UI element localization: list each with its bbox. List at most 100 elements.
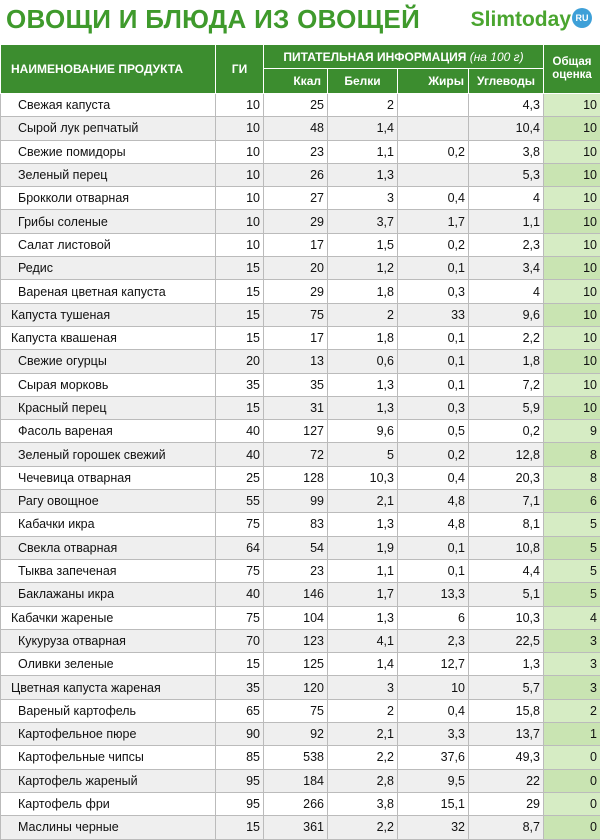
cell-fat: 0,3: [398, 396, 469, 419]
cell-kcal: 17: [264, 233, 328, 256]
cell-kcal: 184: [264, 769, 328, 792]
cell-gi: 95: [216, 792, 264, 815]
cell-fat: 0,1: [398, 373, 469, 396]
cell-protein: 1,3: [328, 373, 398, 396]
nutrition-label: ПИТАТЕЛЬНАЯ ИНФОРМАЦИЯ: [283, 50, 466, 64]
cell-kcal: 538: [264, 746, 328, 769]
cell-protein: 1,3: [328, 396, 398, 419]
cell-score: 5: [544, 559, 600, 582]
cell-gi: 10: [216, 233, 264, 256]
cell-carbs: 0,2: [469, 420, 544, 443]
cell-score: 10: [544, 210, 600, 233]
cell-carbs: 10,4: [469, 117, 544, 140]
cell-kcal: 72: [264, 443, 328, 466]
cell-kcal: 266: [264, 792, 328, 815]
cell-gi: 40: [216, 420, 264, 443]
cell-kcal: 146: [264, 583, 328, 606]
cell-gi: 65: [216, 699, 264, 722]
cell-protein: 1,4: [328, 117, 398, 140]
cell-protein: 2: [328, 303, 398, 326]
cell-name: Вареная цветная капуста: [1, 280, 216, 303]
page-title: ОВОЩИ И БЛЮДА ИЗ ОВОЩЕЙ: [6, 4, 420, 35]
cell-score: 10: [544, 257, 600, 280]
cell-score: 8: [544, 466, 600, 489]
cell-protein: 2,2: [328, 746, 398, 769]
cell-fat: 0,4: [398, 466, 469, 489]
cell-fat: 0,1: [398, 559, 469, 582]
cell-fat: 0,1: [398, 257, 469, 280]
cell-kcal: 26: [264, 163, 328, 186]
cell-kcal: 128: [264, 466, 328, 489]
cell-protein: 0,6: [328, 350, 398, 373]
cell-score: 10: [544, 396, 600, 419]
cell-carbs: 4,4: [469, 559, 544, 582]
cell-carbs: 1,1: [469, 210, 544, 233]
col-header-fat: Жиры: [398, 69, 469, 94]
cell-kcal: 35: [264, 373, 328, 396]
cell-name: Баклажаны икра: [1, 583, 216, 606]
cell-fat: 0,4: [398, 699, 469, 722]
cell-name: Редис: [1, 257, 216, 280]
cell-name: Кабачки икра: [1, 513, 216, 536]
cell-carbs: 12,8: [469, 443, 544, 466]
col-header-nutrition: ПИТАТЕЛЬНАЯ ИНФОРМАЦИЯ (на 100 г): [264, 45, 544, 69]
cell-kcal: 20: [264, 257, 328, 280]
cell-gi: 10: [216, 187, 264, 210]
cell-kcal: 104: [264, 606, 328, 629]
cell-score: 10: [544, 140, 600, 163]
cell-fat: 0,4: [398, 187, 469, 210]
cell-score: 10: [544, 163, 600, 186]
cell-name: Кабачки жареные: [1, 606, 216, 629]
cell-gi: 10: [216, 210, 264, 233]
cell-protein: 5: [328, 443, 398, 466]
cell-protein: 1,1: [328, 559, 398, 582]
cell-score: 0: [544, 792, 600, 815]
cell-carbs: 3,4: [469, 257, 544, 280]
cell-score: 6: [544, 490, 600, 513]
cell-score: 10: [544, 303, 600, 326]
cell-fat: 12,7: [398, 653, 469, 676]
cell-carbs: 4: [469, 187, 544, 210]
cell-fat: 0,5: [398, 420, 469, 443]
cell-gi: 40: [216, 443, 264, 466]
cell-protein: 2,1: [328, 490, 398, 513]
cell-protein: 2: [328, 699, 398, 722]
cell-score: 10: [544, 350, 600, 373]
cell-protein: 2,8: [328, 769, 398, 792]
cell-protein: 1,2: [328, 257, 398, 280]
cell-fat: 0,2: [398, 233, 469, 256]
cell-carbs: 1,8: [469, 350, 544, 373]
cell-name: Фасоль вареная: [1, 420, 216, 443]
cell-gi: 20: [216, 350, 264, 373]
cell-fat: 1,7: [398, 210, 469, 233]
cell-protein: 1,3: [328, 513, 398, 536]
cell-carbs: 49,3: [469, 746, 544, 769]
cell-name: Оливки зеленые: [1, 653, 216, 676]
cell-protein: 2,1: [328, 723, 398, 746]
cell-gi: 95: [216, 769, 264, 792]
cell-name: Зеленый горошек свежий: [1, 443, 216, 466]
cell-carbs: 9,6: [469, 303, 544, 326]
cell-gi: 25: [216, 466, 264, 489]
cell-gi: 10: [216, 94, 264, 117]
cell-carbs: 13,7: [469, 723, 544, 746]
cell-score: 10: [544, 233, 600, 256]
cell-name: Цветная капуста жареная: [1, 676, 216, 699]
cell-carbs: 7,1: [469, 490, 544, 513]
cell-gi: 15: [216, 280, 264, 303]
